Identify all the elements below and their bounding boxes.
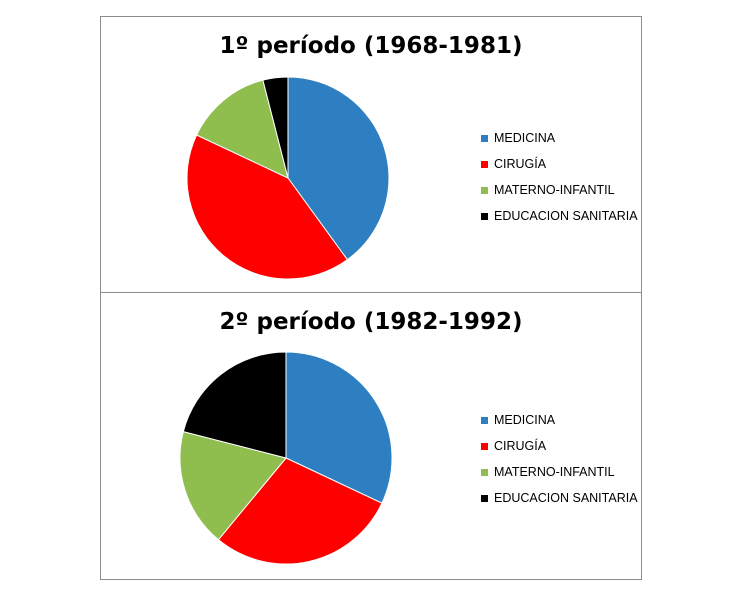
pie-chart bbox=[186, 76, 390, 280]
legend-label: CIRUGÍA bbox=[494, 439, 547, 453]
legend: MEDICINA CIRUGÍA MATERNO-INFANTIL EDUCAC… bbox=[481, 125, 638, 229]
legend-label: CIRUGÍA bbox=[494, 157, 547, 171]
legend-item: CIRUGÍA bbox=[481, 433, 638, 459]
pie-slice-medicina bbox=[285, 351, 393, 504]
legend-swatch bbox=[481, 134, 488, 142]
legend-item: CIRUGÍA bbox=[481, 151, 638, 177]
pie-slice-cirug-a bbox=[186, 134, 349, 280]
legend-label: MATERNO-INFANTIL bbox=[494, 183, 615, 197]
legend-label: MEDICINA bbox=[494, 413, 556, 427]
legend: MEDICINA CIRUGÍA MATERNO-INFANTIL EDUCAC… bbox=[481, 407, 638, 511]
legend-swatch bbox=[481, 212, 488, 220]
legend-swatch bbox=[481, 468, 488, 476]
pie-slice-materno-infantil bbox=[179, 431, 287, 541]
chart-panel-1: 1º período (1968-1981) MEDICINA CIRUGÍA … bbox=[100, 16, 642, 293]
pie-slice-materno-infantil bbox=[195, 79, 289, 179]
legend-label: MATERNO-INFANTIL bbox=[494, 465, 615, 479]
legend-label: MEDICINA bbox=[494, 131, 556, 145]
legend-swatch bbox=[481, 160, 488, 168]
legend-item: MATERNO-INFANTIL bbox=[481, 459, 638, 485]
legend-item: MEDICINA bbox=[481, 125, 638, 151]
legend-item: EDUCACION SANITARIA bbox=[481, 203, 638, 229]
chart-panel-2: 2º período (1982-1992) MEDICINA CIRUGÍA … bbox=[100, 292, 642, 580]
pie-chart bbox=[179, 351, 393, 565]
legend-item: EDUCACION SANITARIA bbox=[481, 485, 638, 511]
chart-title: 2º período (1982-1992) bbox=[219, 309, 523, 335]
legend-label: EDUCACION SANITARIA bbox=[494, 491, 638, 505]
legend-label: EDUCACION SANITARIA bbox=[494, 209, 638, 223]
legend-item: MEDICINA bbox=[481, 407, 638, 433]
chart-title: 1º período (1968-1981) bbox=[219, 33, 523, 59]
pie-slice-educacion-sanitaria bbox=[262, 76, 289, 179]
legend-swatch bbox=[481, 186, 488, 194]
legend-swatch bbox=[481, 494, 488, 502]
pie-slice-cirug-a bbox=[217, 457, 383, 565]
pie-slice-medicina bbox=[287, 76, 390, 261]
legend-item: MATERNO-INFANTIL bbox=[481, 177, 638, 203]
legend-swatch bbox=[481, 442, 488, 450]
pie-slice-educacion-sanitaria bbox=[182, 351, 287, 459]
legend-swatch bbox=[481, 416, 488, 424]
